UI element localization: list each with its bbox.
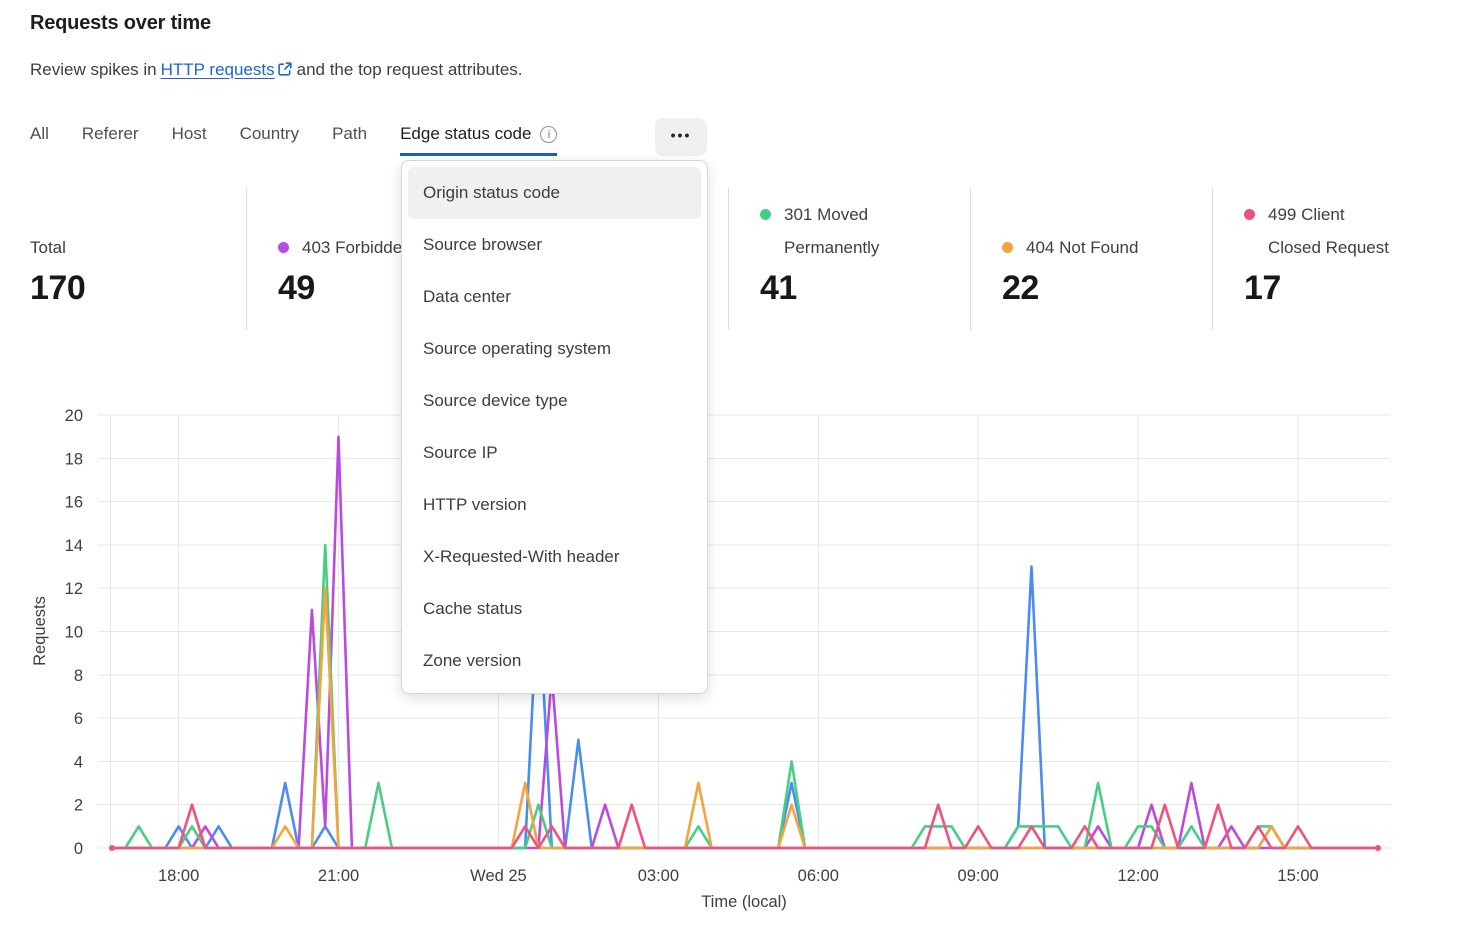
stat-value: 22 (1002, 269, 1039, 307)
stat-label: 403 Forbidden (302, 238, 412, 257)
info-icon[interactable]: i (540, 126, 558, 143)
stat-label-row: 403 Forbidden (278, 231, 502, 264)
tab-edge-status-code[interactable]: Edge status code i (400, 123, 558, 156)
menu-item-cache-status[interactable]: Cache status (423, 599, 523, 618)
legend-dot (1244, 209, 1255, 220)
stat-divider (246, 188, 247, 330)
series-endpoint-dot-left (109, 845, 115, 851)
y-tick-label: 2 (74, 797, 83, 815)
y-tick-label: 10 (65, 624, 83, 642)
tab-label: All (30, 124, 49, 143)
stat-301-moved-permanently: 301 Moved Permanently 41 (760, 184, 934, 308)
attribute-dropdown-list: Origin status code Source browser Data cen… (408, 167, 701, 687)
x-tick-label-09-00: 09:00 (958, 867, 999, 885)
y-tick-label: 12 (65, 580, 83, 598)
tab-label: Referer (81, 124, 139, 143)
x-tick-label-03-00: 03:00 (638, 867, 679, 885)
stat-value: 49 (278, 269, 315, 307)
menu-item-source-operating-system[interactable]: Source operating system (423, 339, 612, 358)
tab-label: Path (332, 124, 368, 143)
more-attributes-button[interactable]: ••• (655, 118, 707, 156)
y-axis-title: Requests (31, 596, 49, 666)
x-tick-label-06-00: 06:00 (798, 867, 839, 885)
stat-499-client-closed-request: 499 Client Closed Request 17 (1244, 184, 1398, 308)
tab-host[interactable]: Host (172, 123, 207, 153)
menu-item-origin-status-code[interactable]: Origin status code (408, 167, 701, 219)
x-tick-label-wed-25: Wed 25 (470, 867, 527, 885)
stat-label: Total (30, 238, 66, 257)
subtitle-text-prefix: Review spikes in (30, 60, 157, 79)
stat-label-row: 301 Moved Permanently (760, 198, 934, 264)
menu-item-data-center[interactable]: Data center (423, 287, 511, 306)
stat-value: 41 (760, 269, 797, 307)
y-tick-label: 14 (65, 537, 83, 555)
series-line-301-moved-permanently (110, 543, 1380, 850)
external-link-icon (277, 62, 292, 76)
http-requests-link[interactable]: HTTP requests (160, 60, 275, 79)
stat-divider (728, 188, 729, 330)
y-tick-label: 0 (74, 840, 83, 858)
series-line-403-forbidden (110, 435, 1380, 850)
x-tick-label-15-00: 15:00 (1277, 867, 1318, 885)
stat-404-not-found: 404 Not Found 22 (1002, 184, 1226, 308)
stat-label: 301 Moved Permanently (784, 205, 880, 257)
menu-item-source-browser[interactable]: Source browser (423, 235, 543, 254)
stat-403-forbidden: 403 Forbidden 49 (278, 184, 502, 308)
stats-row: Total 170 403 Forbidden 49 301 Moved Permane… (0, 0, 1458, 340)
x-tick-label-21-00: 21:00 (318, 867, 359, 885)
menu-item-http-version[interactable]: HTTP version (423, 495, 527, 514)
y-tick-label: 8 (74, 667, 83, 685)
series-line-499-client-closed-request (110, 803, 1380, 850)
legend-dot (760, 209, 771, 220)
page-title: Requests over time (30, 12, 211, 34)
stat-value: 170 (30, 269, 86, 307)
series-endpoint-dot-right (1375, 845, 1381, 851)
y-tick-label: 20 (65, 407, 83, 425)
menu-item-source-device-type[interactable]: Source device type (423, 391, 568, 410)
y-tick-label: 18 (65, 450, 83, 468)
stat-label: 499 Client Closed Request (1268, 205, 1389, 257)
chart-gridlines-horizontal (98, 414, 1390, 849)
legend-dot (278, 242, 289, 253)
tab-label: Edge status code (400, 124, 532, 143)
tab-label: Country (239, 124, 300, 143)
x-tick-label-12-00: 12:00 (1117, 867, 1158, 885)
series-line-legend-hidden-behind-menu (110, 565, 1380, 850)
ellipsis-icon: ••• (670, 126, 692, 143)
menu-item-source-ip[interactable]: Source IP (423, 443, 498, 462)
attribute-dropdown-menu: Origin status code Source browser Data cen… (401, 160, 708, 694)
tab-label: Host (171, 124, 207, 143)
stat-total: Total 170 (30, 184, 230, 308)
stat-divider (970, 188, 971, 330)
tab-country[interactable]: Country (240, 123, 300, 153)
menu-item-zone-version[interactable]: Zone version (423, 651, 522, 670)
tab-all[interactable]: All (30, 123, 49, 153)
y-tick-label: 4 (74, 753, 83, 771)
stat-label-row: 499 Client Closed Request (1244, 198, 1398, 264)
series-line-404-not-found (110, 586, 1380, 850)
stat-label-row: Total (30, 231, 230, 264)
legend-dot (1002, 242, 1013, 253)
stat-label-row: 404 Not Found (1002, 231, 1226, 264)
tab-referer[interactable]: Referer (82, 123, 139, 153)
y-tick-label: 6 (74, 710, 83, 728)
tabs: All Referer Host Country Path Edge status cod… (30, 123, 558, 156)
x-tick-label-18-00: 18:00 (158, 867, 199, 885)
y-tick-label: 16 (65, 494, 83, 512)
menu-item-x-requested-with-header[interactable]: X-Requested-With header (423, 547, 620, 566)
tab-path[interactable]: Path (332, 123, 367, 153)
stat-value: 17 (1244, 269, 1281, 307)
x-axis-title: Time (local) (701, 893, 787, 911)
subtitle-text-suffix: and the top request attributes. (296, 60, 523, 79)
stat-label: 404 Not Found (1026, 238, 1139, 257)
page-subtitle: Review spikes in HTTP requests and the top… (30, 60, 523, 80)
stat-divider (1212, 188, 1213, 330)
